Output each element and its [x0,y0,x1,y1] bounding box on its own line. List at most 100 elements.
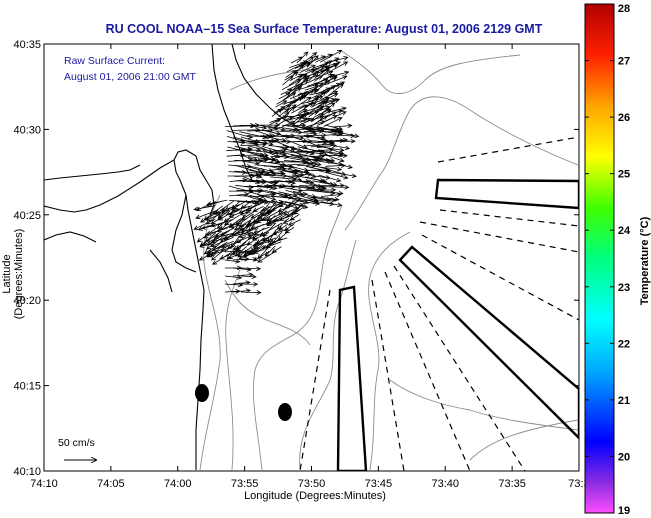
current-vector [314,197,337,203]
current-vector [238,231,254,239]
current-vector [257,250,277,263]
x-tick-label: 73:35 [498,478,526,490]
current-vector [325,154,345,163]
y-tick-label: 40:10 [13,466,41,478]
current-vector [291,104,308,114]
lane-boundaries [299,136,579,471]
current-vector [284,71,299,81]
colorbar-tick-label: 24 [618,225,631,237]
current-vector [288,126,315,132]
colorbar-tick-label: 26 [618,112,630,124]
current-vector [205,227,228,236]
current-vector [196,227,217,243]
current-vector [329,61,349,73]
current-vector [264,183,287,189]
current-vector [298,102,314,114]
current-vector [240,290,262,295]
current-vector [205,213,222,221]
current-vector [268,147,288,153]
current-vector [240,248,256,254]
current-vector [256,184,278,191]
current-vector [323,63,339,72]
current-vector [193,218,216,230]
current-vector [232,256,250,262]
current-vector [309,100,327,113]
colorbar-title: Temperature (°C) [639,216,651,306]
current-vector [277,180,296,185]
current-vector [195,210,217,220]
current-vector [312,165,343,172]
current-vector [283,155,312,162]
current-vector [213,232,234,240]
current-vector [320,201,343,208]
current-vector [301,88,315,100]
current-vector [217,214,228,221]
current-vector [228,210,247,218]
current-vector [254,138,277,144]
current-vector [320,192,342,198]
current-vector [246,237,259,246]
current-vector [240,266,262,272]
current-vector [269,117,282,126]
colorbar-tick-label: 27 [618,56,630,68]
current-vector [278,108,290,117]
x-tick-label: 74:05 [97,478,125,490]
current-vector [211,251,223,261]
buoy-marker [195,384,209,402]
colorbar-tick-label: 21 [618,395,630,407]
current-vector [224,282,244,288]
current-vector [275,112,290,123]
current-vector [240,142,267,148]
y-tick-label: 40:30 [13,124,41,136]
current-vector [246,124,268,130]
current-vector [271,246,282,253]
scale-label: 50 cm/s [58,437,95,449]
current-vector [305,95,320,109]
current-vector [324,160,353,169]
x-tick-label: 73:40 [431,478,459,490]
current-vector [311,147,334,153]
colorbar-ticks: 28 27 26 25 24 23 22 21 20 19 [585,3,631,517]
x-tick-label: 73:55 [231,478,259,490]
current-vector [278,92,291,100]
current-vector [318,174,342,183]
current-vector [285,191,308,197]
current-vector [256,237,277,246]
current-vector [228,218,246,228]
current-vector [311,126,340,132]
current-vector [284,161,312,167]
y-tick-label: 40:35 [13,39,41,51]
current-vector [291,172,313,177]
x-tick-label: 73:45 [365,478,393,490]
annotation-line1: Raw Surface Current: [64,55,165,67]
current-vector [193,205,216,212]
current-vector [276,92,297,105]
current-vector [260,124,279,131]
current-vector [311,112,324,122]
current-vector [289,92,305,100]
current-vector [322,98,340,108]
current-vector [281,79,302,91]
colorbar-tick-label: 28 [618,3,630,15]
current-vector [301,75,324,86]
colorbar-tick-label: 25 [618,169,630,181]
current-vector [253,122,281,128]
colorbar-tick-label: 19 [618,505,630,517]
current-vector [251,232,270,241]
current-vector [331,123,353,129]
buoy-marker [278,403,292,421]
y-axis-ticks: 40:35 40:30 40:25 40:20 40:15 40:10 [13,39,579,478]
y-axis-title: Latitude (Degrees:Minutes) [1,228,25,320]
current-vector [219,249,241,260]
current-vector [239,222,259,231]
current-vector [262,149,281,158]
current-vector [320,49,343,63]
current-vector [197,223,216,231]
current-vector [207,231,228,246]
shipping-lanes [336,178,579,471]
current-vector [239,210,252,216]
current-vector [314,91,327,100]
current-vector [275,100,288,108]
current-vector [326,151,344,156]
current-vector [292,113,308,126]
